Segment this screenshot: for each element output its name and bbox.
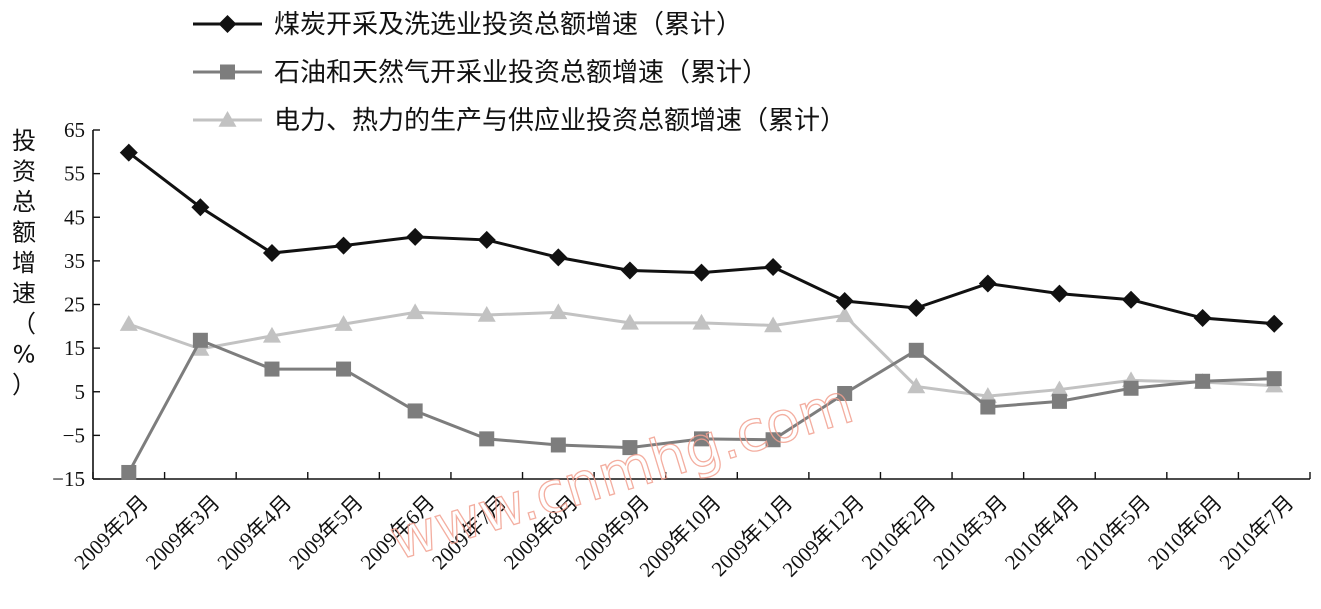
data-point-triangle (620, 313, 639, 330)
y-tick-label: −15 (52, 467, 85, 491)
data-point-triangle (1050, 380, 1069, 397)
x-tick-label: 2010年4月 (1000, 490, 1084, 574)
data-point-diamond (191, 198, 210, 217)
y-tick-label: 5 (75, 380, 86, 404)
data-point-diamond (620, 261, 639, 280)
data-point-diamond (764, 257, 783, 276)
y-axis-label-char: 资 (12, 158, 36, 186)
data-point-diamond (978, 274, 997, 293)
x-tick-label: 2009年5月 (284, 490, 368, 574)
y-tick-label: 55 (64, 162, 85, 186)
y-tick-label: 35 (64, 249, 85, 273)
y-axis-label: 投资总额增速（%） (12, 127, 36, 399)
data-point-triangle (119, 315, 138, 331)
data-point-square (765, 432, 781, 448)
data-point-diamond (1265, 314, 1284, 333)
x-tick-label: 2009年2月 (69, 490, 153, 574)
x-tick-label: 2010年5月 (1072, 490, 1156, 574)
data-point-square (479, 431, 495, 447)
y-axis-label-char: 总 (12, 188, 36, 216)
x-tick-label: 2009年3月 (141, 490, 225, 574)
series-line (127, 151, 1275, 326)
data-point-square (192, 332, 208, 348)
data-point-square (622, 440, 638, 456)
data-point-diamond (692, 263, 711, 282)
data-point-square (980, 399, 996, 415)
data-point-triangle (835, 306, 854, 323)
y-tick-label: −5 (63, 423, 85, 447)
data-point-square (220, 64, 235, 80)
data-point-triangle (907, 377, 926, 394)
x-tick-label: 2010年7月 (1215, 490, 1299, 574)
legend-item: 煤炭开采及洗选业投资总额增速（累计） (193, 10, 742, 40)
data-point-triangle (692, 313, 711, 330)
legend-label: 电力、热力的生产与供应业投资总额增速（累计） (274, 106, 846, 136)
data-point-triangle (262, 326, 281, 343)
data-point-square (550, 437, 566, 453)
y-axis-label-char: 增 (12, 249, 36, 277)
data-point-diamond (334, 236, 353, 255)
data-point-triangle (764, 316, 783, 333)
watermark: www.cnmhg.com (383, 371, 860, 573)
y-tick-label: 25 (64, 293, 85, 317)
y-axis-label-char: （ (12, 310, 36, 338)
data-point-diamond (406, 227, 425, 246)
data-point-diamond (835, 292, 854, 311)
y-tick-label: 65 (64, 118, 85, 142)
data-point-triangle (978, 387, 997, 403)
y-tick-label: 45 (64, 205, 85, 229)
data-point-square (908, 342, 924, 358)
x-tick-label: 2010年6月 (1143, 490, 1227, 574)
legend-item: 石油和天然气开采业投资总额增速（累计） (193, 58, 768, 88)
x-tick-labels: 2009年2月2009年3月2009年4月2009年5月2009年6月2009年… (69, 490, 1298, 581)
data-point-square (336, 361, 352, 377)
data-point-diamond (1122, 290, 1141, 309)
x-tick-label: 2010年2月 (857, 490, 941, 574)
legend-label: 煤炭开采及洗选业投资总额增速（累计） (274, 10, 742, 40)
x-tick-label: 2009年4月 (212, 490, 296, 574)
data-point-diamond (218, 15, 237, 33)
series-diamond (119, 143, 1284, 333)
data-point-diamond (477, 230, 496, 249)
data-point-diamond (262, 244, 281, 263)
series-group (119, 143, 1284, 480)
legend: 煤炭开采及洗选业投资总额增速（累计） 石油和天然气开采业投资总额增速（累计） 电力、… (193, 10, 846, 136)
data-point-diamond (907, 298, 926, 317)
data-point-triangle (334, 315, 353, 331)
axes: 65 55 45 35 25 15 5 −5 −15 (52, 118, 1311, 491)
y-axis-label-char: % (13, 341, 36, 369)
legend-label: 石油和天然气开采业投资总额增速（累计） (274, 58, 768, 88)
data-point-diamond (1193, 309, 1212, 328)
data-point-square (264, 361, 280, 377)
y-axis-label-char: ） (12, 371, 36, 399)
data-point-square (1266, 371, 1282, 387)
series-triangle (119, 303, 1284, 403)
data-point-square (121, 464, 137, 480)
data-point-triangle (477, 305, 496, 322)
data-point-diamond (1050, 284, 1069, 303)
data-point-square (1123, 380, 1139, 396)
data-point-square (1195, 373, 1211, 389)
legend-item: 电力、热力的生产与供应业投资总额增速（累计） (193, 106, 846, 136)
y-axis-label-char: 投 (12, 127, 36, 155)
data-point-square (1051, 393, 1067, 409)
data-point-diamond (549, 248, 568, 267)
y-tick-label: 15 (64, 336, 85, 360)
y-axis-label-char: 速 (12, 280, 36, 308)
series-square (121, 332, 1282, 480)
data-point-triangle (549, 303, 568, 320)
data-point-triangle (191, 339, 210, 356)
data-point-square (837, 385, 853, 401)
data-point-square (694, 431, 709, 447)
data-point-square (407, 403, 423, 419)
y-axis-label-char: 额 (12, 219, 36, 247)
data-point-triangle (218, 111, 237, 127)
data-point-diamond (119, 143, 138, 162)
x-tick-label: 2010年3月 (928, 490, 1012, 574)
data-point-triangle (406, 303, 425, 320)
